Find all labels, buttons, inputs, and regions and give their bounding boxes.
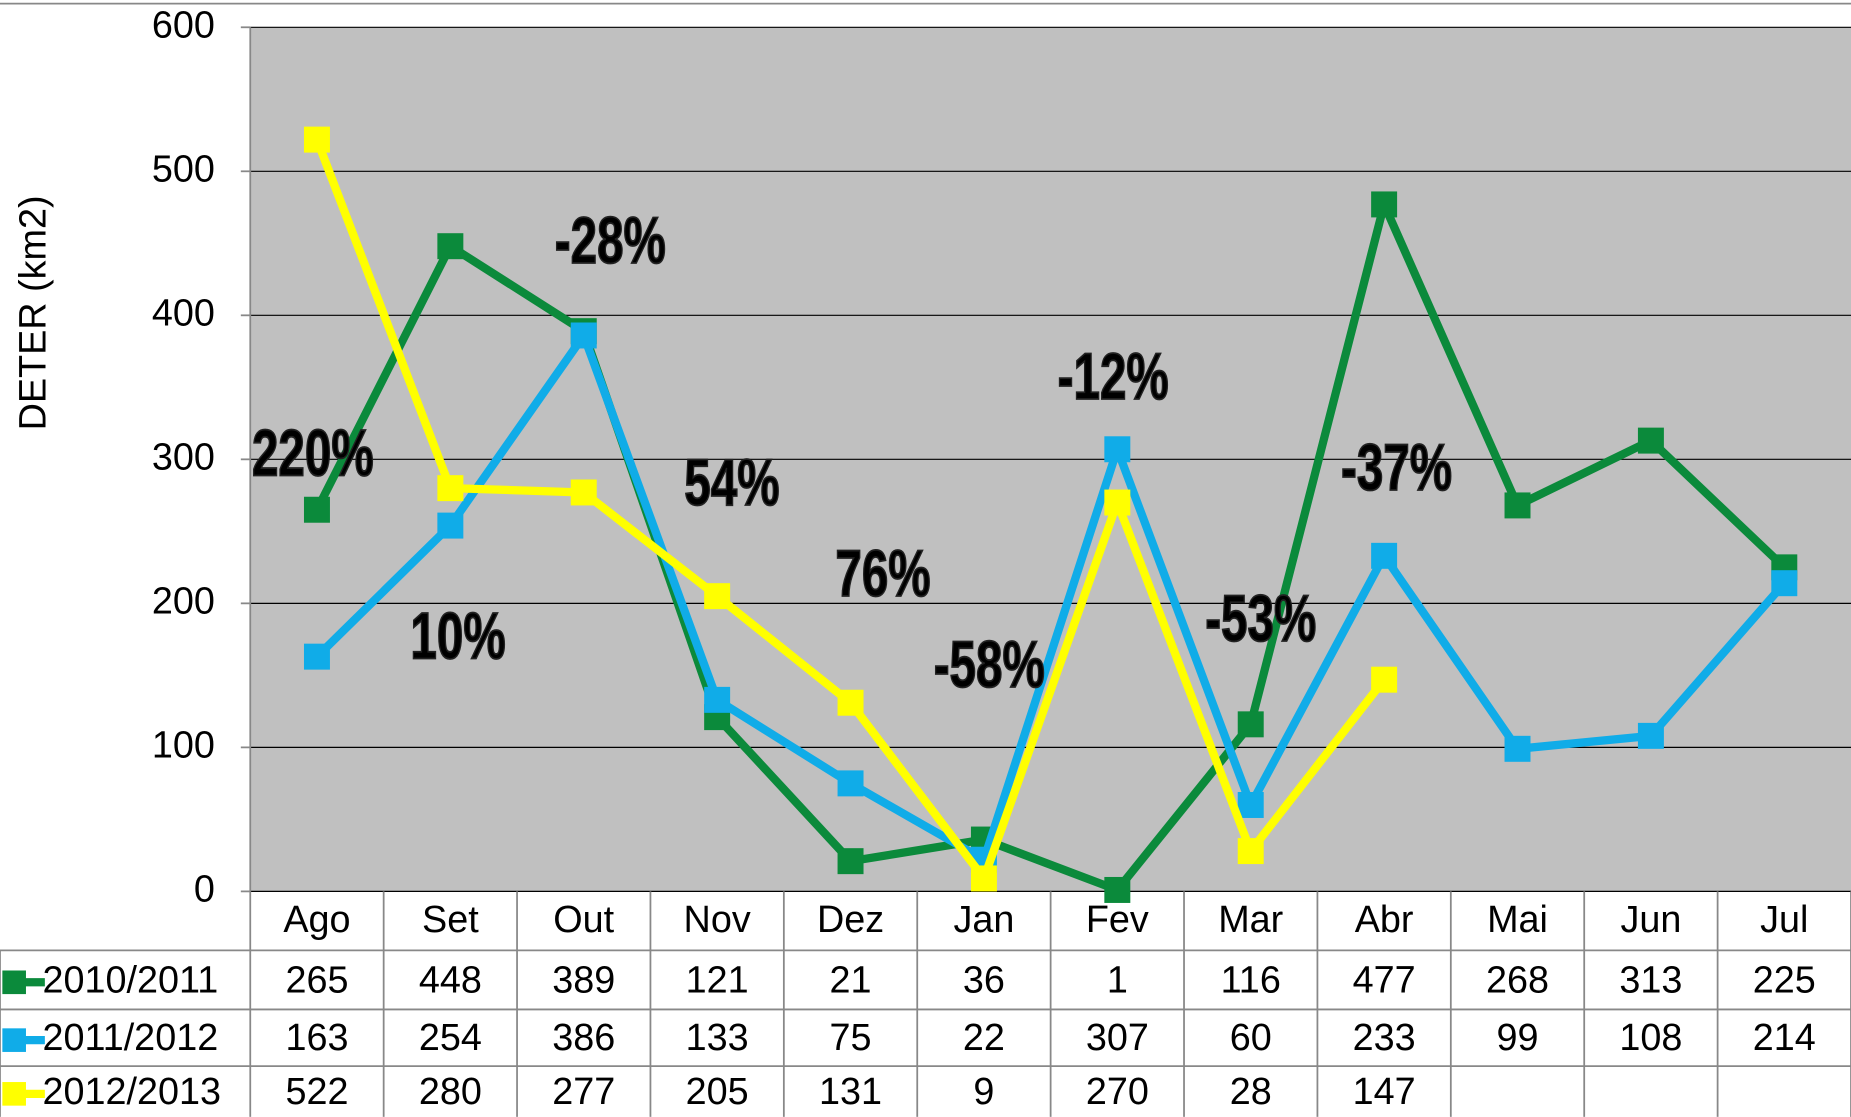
table-value: 277 — [552, 1071, 615, 1113]
table-value: 60 — [1230, 1017, 1272, 1059]
marker — [1237, 791, 1264, 818]
y-tick-label: 300 — [152, 436, 215, 478]
x-tick-label: Abr — [1355, 899, 1414, 941]
table-value: 36 — [963, 959, 1005, 1001]
x-tick-label: Dez — [817, 899, 884, 941]
y-axis-label: DETER (km2) — [12, 195, 54, 430]
annotation: -53% — [1205, 582, 1316, 655]
y-tick-label: 400 — [152, 292, 215, 334]
marker — [1637, 722, 1664, 749]
annotation: 76% — [835, 538, 930, 611]
y-tick-label: 100 — [152, 724, 215, 766]
x-tick-label: Ago — [283, 899, 350, 941]
x-tick-label: Jan — [953, 899, 1014, 941]
x-tick-label: Nov — [684, 899, 751, 941]
marker — [1504, 735, 1531, 762]
marker — [437, 233, 464, 260]
annotation: -12% — [1058, 340, 1169, 413]
table-value: 280 — [419, 1071, 482, 1113]
marker — [704, 583, 731, 610]
legend-label: 2010/2011 — [42, 959, 218, 1001]
table-value: 386 — [552, 1017, 615, 1059]
x-tick-label: Fev — [1086, 899, 1149, 941]
x-tick-label: Jul — [1760, 899, 1808, 941]
marker — [1104, 876, 1131, 903]
table-value: 225 — [1753, 959, 1816, 1001]
x-tick-label: Out — [553, 899, 614, 941]
annotation: -37% — [1341, 431, 1452, 504]
y-tick-label: 600 — [152, 4, 215, 46]
table-value: 522 — [285, 1071, 348, 1113]
series-line — [313, 200, 1788, 895]
table-value: 205 — [686, 1071, 749, 1113]
table-value: 214 — [1753, 1017, 1816, 1059]
marker — [1237, 711, 1264, 738]
table-value: 265 — [285, 959, 348, 1001]
annotation: -58% — [934, 628, 1045, 701]
marker — [437, 512, 464, 539]
marker — [1637, 427, 1664, 454]
table-value: 313 — [1619, 959, 1682, 1001]
table-value: 1 — [1107, 959, 1128, 1001]
marker — [1504, 492, 1531, 519]
marker — [1371, 191, 1398, 218]
table-value: 28 — [1230, 1071, 1272, 1113]
marker — [1104, 436, 1131, 463]
marker — [303, 496, 330, 523]
annotation: -28% — [555, 205, 666, 278]
annotation: 10% — [410, 600, 505, 673]
table-value: 116 — [1221, 959, 1281, 1001]
marker — [970, 865, 997, 892]
annotation: 220% — [252, 417, 374, 490]
table-value: 233 — [1353, 1017, 1416, 1059]
table-value: 22 — [963, 1017, 1005, 1059]
table-value: 75 — [830, 1017, 872, 1059]
legend-marker — [2, 1028, 26, 1052]
marker — [837, 689, 864, 716]
legend-marker — [2, 970, 26, 995]
marker — [1771, 570, 1798, 597]
marker — [1104, 489, 1131, 516]
table-value: 147 — [1353, 1071, 1416, 1113]
table-value: 163 — [285, 1017, 348, 1059]
x-tick-label: Mai — [1487, 899, 1548, 941]
table-value: 133 — [686, 1017, 749, 1059]
series-line — [314, 331, 1788, 864]
table-value: 9 — [973, 1071, 994, 1113]
table-value: 477 — [1353, 959, 1416, 1001]
legend-label: 2012/2013 — [42, 1071, 221, 1113]
x-tick-label: Jun — [1620, 899, 1681, 941]
marker — [1371, 542, 1398, 569]
marker — [303, 126, 330, 153]
x-tick-label: Mar — [1218, 899, 1283, 941]
table-value: 389 — [552, 959, 615, 1001]
table-value: 448 — [419, 959, 482, 1001]
marker — [1237, 838, 1264, 865]
table-value: 131 — [819, 1071, 882, 1113]
annotation: 54% — [684, 447, 779, 520]
legend-label: 2011/2012 — [42, 1017, 218, 1059]
table-value: 21 — [830, 959, 872, 1001]
table-value: 121 — [686, 959, 749, 1001]
table-value: 270 — [1086, 1071, 1149, 1113]
table-value: 307 — [1086, 1017, 1149, 1059]
marker — [837, 848, 864, 875]
table-value: 268 — [1486, 959, 1549, 1001]
marker — [570, 322, 597, 349]
y-tick-label: 200 — [152, 580, 215, 622]
y-tick-label: 500 — [152, 148, 215, 190]
marker — [570, 479, 597, 506]
marker — [837, 770, 864, 797]
marker — [1371, 666, 1398, 693]
table-value: 108 — [1619, 1017, 1682, 1059]
x-tick-label: Set — [422, 899, 479, 941]
y-tick-label: 0 — [194, 868, 215, 910]
table-value: 254 — [419, 1017, 482, 1059]
marker — [437, 475, 464, 502]
marker — [704, 686, 731, 713]
legend-marker — [2, 1082, 26, 1106]
table-value: 99 — [1497, 1017, 1539, 1059]
marker — [303, 643, 330, 670]
